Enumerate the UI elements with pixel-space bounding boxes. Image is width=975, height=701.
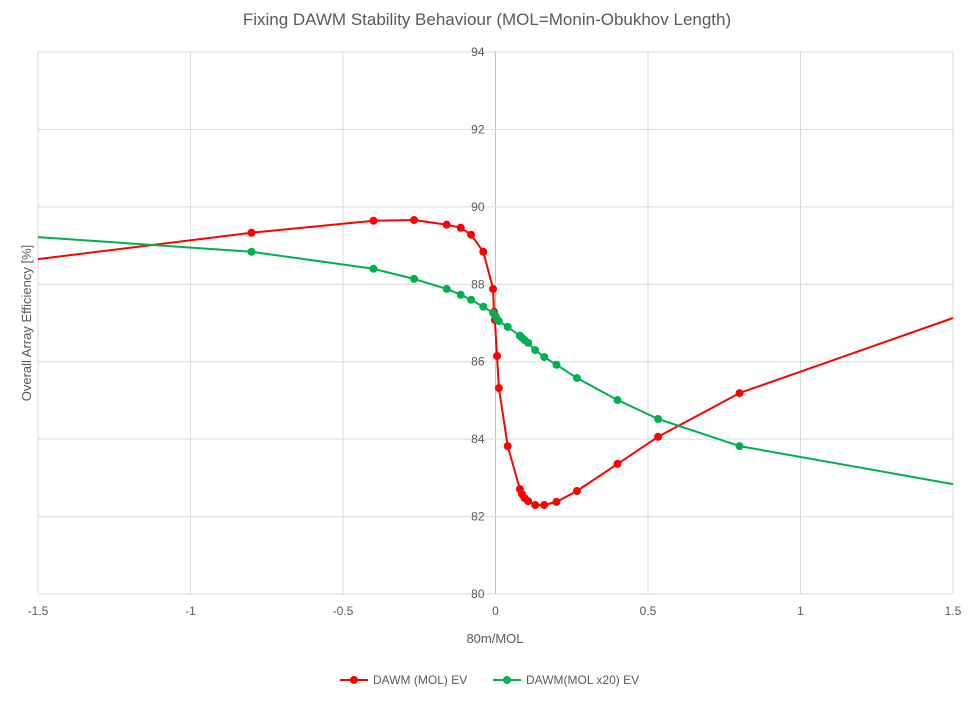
data-point [467, 230, 476, 239]
data-point [410, 216, 419, 225]
x-tick-label: -0.5 [333, 604, 354, 618]
legend: DAWM (MOL) EV DAWM(MOL x20) EV [340, 673, 639, 687]
data-point [503, 442, 512, 451]
data-point [531, 346, 540, 355]
data-point [494, 384, 503, 393]
x-tick-label: 0 [492, 604, 499, 618]
data-point [552, 360, 561, 369]
data-point [654, 415, 663, 424]
x-axis-label: 80m/MOL [466, 631, 523, 646]
data-point [540, 500, 549, 509]
legend-label: DAWM (MOL) EV [373, 673, 467, 687]
x-tick-label: 1.5 [945, 604, 962, 618]
x-tick-label: 1 [797, 604, 804, 618]
data-point [531, 500, 540, 509]
data-point [735, 389, 744, 398]
data-point [503, 322, 512, 331]
series-0 [37, 216, 954, 509]
data-point [479, 247, 488, 256]
legend-swatch-marker [503, 676, 511, 684]
series-layer [37, 216, 954, 509]
data-point [613, 396, 622, 405]
y-tick-label: 86 [471, 355, 485, 369]
data-point [493, 351, 502, 360]
data-point [552, 497, 561, 506]
chart-title: Fixing DAWM Stability Behaviour (MOL=Mon… [243, 10, 731, 29]
y-tick-label: 88 [471, 277, 485, 291]
data-point [735, 442, 744, 451]
data-point [613, 459, 622, 468]
data-point [247, 247, 256, 256]
y-tick-label: 80 [471, 587, 485, 601]
data-point [456, 223, 465, 232]
data-point [410, 274, 419, 283]
x-tick-label: 0.5 [640, 604, 657, 618]
data-point [524, 497, 533, 506]
data-point [479, 302, 488, 311]
legend-label: DAWM(MOL x20) EV [526, 673, 639, 687]
y-tick-label: 92 [471, 122, 485, 136]
series-1 [37, 236, 954, 486]
y-tick-label: 94 [471, 45, 485, 59]
data-point [369, 216, 378, 225]
data-point [369, 264, 378, 273]
data-point [572, 373, 581, 382]
data-point [540, 353, 549, 362]
data-point [442, 284, 451, 293]
x-tick-labels: -1.5 -1 -0.5 0 0.5 1 1.5 [28, 604, 962, 618]
data-point [247, 228, 256, 237]
gridlines [37, 51, 954, 595]
data-point [456, 290, 465, 299]
data-point [494, 317, 503, 326]
data-point [572, 487, 581, 496]
y-tick-label: 82 [471, 510, 485, 524]
x-tick-label: -1 [185, 604, 196, 618]
data-point [467, 295, 476, 304]
legend-swatch-marker [350, 676, 358, 684]
data-point [654, 432, 663, 441]
y-tick-labels: 80 82 84 86 88 90 92 94 [471, 45, 485, 601]
x-tick-label: -1.5 [28, 604, 49, 618]
data-point [489, 284, 498, 293]
y-tick-label: 84 [471, 432, 485, 446]
data-point [524, 338, 533, 347]
y-tick-label: 90 [471, 200, 485, 214]
y-axis-label: Overall Array Efficiency [%] [19, 245, 34, 402]
data-point [442, 220, 451, 229]
